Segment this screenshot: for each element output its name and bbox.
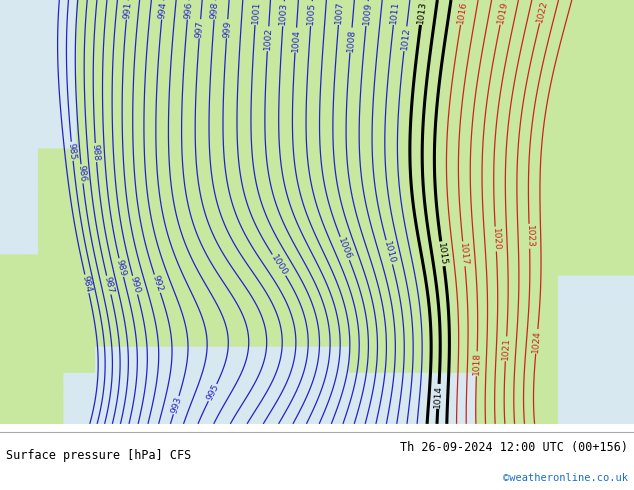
Text: 1001: 1001 (250, 1, 261, 24)
Text: 1020: 1020 (491, 227, 501, 251)
Text: 1007: 1007 (334, 0, 345, 24)
Text: 1010: 1010 (382, 240, 396, 265)
Text: 1004: 1004 (290, 28, 301, 52)
Text: 1000: 1000 (269, 253, 289, 277)
Text: 1009: 1009 (361, 2, 373, 25)
Text: 993: 993 (169, 395, 183, 415)
Text: 1011: 1011 (389, 0, 401, 24)
Text: 1015: 1015 (436, 242, 448, 266)
Text: 1023: 1023 (524, 225, 534, 248)
Text: 988: 988 (91, 144, 101, 161)
Text: ©weatheronline.co.uk: ©weatheronline.co.uk (503, 473, 628, 483)
Text: 999: 999 (222, 20, 232, 38)
Text: 1003: 1003 (278, 2, 288, 25)
Text: 1017: 1017 (458, 242, 469, 266)
Text: 1005: 1005 (306, 2, 317, 25)
Text: 987: 987 (103, 276, 115, 294)
Text: 992: 992 (150, 274, 164, 293)
Text: 1014: 1014 (433, 385, 444, 408)
Text: 1012: 1012 (399, 27, 411, 50)
Text: 995: 995 (205, 383, 221, 402)
Text: 1019: 1019 (496, 0, 509, 24)
Text: 1002: 1002 (263, 27, 273, 50)
Text: 985: 985 (67, 142, 77, 160)
Text: 1006: 1006 (337, 236, 353, 261)
Text: 1013: 1013 (416, 0, 428, 24)
Text: 1021: 1021 (501, 337, 511, 361)
Text: 996: 996 (183, 1, 193, 19)
Text: 1016: 1016 (456, 0, 469, 24)
Text: 986: 986 (77, 165, 87, 183)
Text: 998: 998 (210, 1, 220, 19)
Text: 994: 994 (157, 1, 168, 19)
Text: 997: 997 (195, 20, 205, 38)
Text: Surface pressure [hPa] CFS: Surface pressure [hPa] CFS (6, 449, 191, 462)
Text: 1008: 1008 (346, 28, 356, 52)
Text: 991: 991 (122, 1, 133, 19)
Text: 989: 989 (115, 258, 127, 277)
Text: 1022: 1022 (536, 0, 550, 24)
Text: 1018: 1018 (472, 352, 482, 375)
Text: 984: 984 (81, 274, 93, 293)
Text: 1024: 1024 (531, 330, 542, 353)
Text: 990: 990 (129, 275, 141, 294)
Text: Th 26-09-2024 12:00 UTC (00+156): Th 26-09-2024 12:00 UTC (00+156) (399, 441, 628, 454)
